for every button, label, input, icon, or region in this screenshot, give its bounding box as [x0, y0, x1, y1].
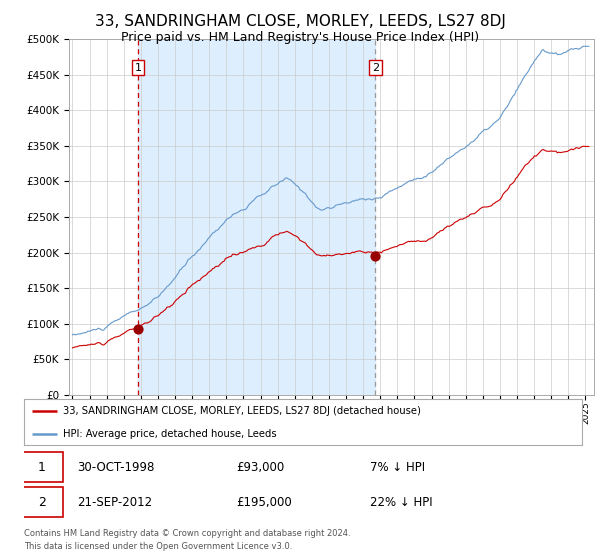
Text: 2: 2	[38, 496, 46, 509]
Text: 22% ↓ HPI: 22% ↓ HPI	[370, 496, 433, 509]
Text: 33, SANDRINGHAM CLOSE, MORLEY, LEEDS, LS27 8DJ: 33, SANDRINGHAM CLOSE, MORLEY, LEEDS, LS…	[95, 14, 505, 29]
Text: 33, SANDRINGHAM CLOSE, MORLEY, LEEDS, LS27 8DJ (detached house): 33, SANDRINGHAM CLOSE, MORLEY, LEEDS, LS…	[63, 406, 421, 416]
Bar	[138, 39, 376, 395]
Text: 1: 1	[38, 460, 46, 474]
Text: 30-OCT-1998: 30-OCT-1998	[77, 460, 154, 474]
FancyBboxPatch shape	[21, 452, 63, 482]
Text: £93,000: £93,000	[236, 460, 284, 474]
Point	[371, 251, 380, 260]
Text: This data is licensed under the Open Government Licence v3.0.: This data is licensed under the Open Gov…	[24, 542, 292, 550]
Text: £195,000: £195,000	[236, 496, 292, 509]
Text: Price paid vs. HM Land Registry's House Price Index (HPI): Price paid vs. HM Land Registry's House …	[121, 31, 479, 44]
Text: Contains HM Land Registry data © Crown copyright and database right 2024.: Contains HM Land Registry data © Crown c…	[24, 529, 350, 538]
FancyBboxPatch shape	[21, 487, 63, 517]
Text: 2: 2	[372, 63, 379, 73]
Text: 21-SEP-2012: 21-SEP-2012	[77, 496, 152, 509]
Text: 7% ↓ HPI: 7% ↓ HPI	[370, 460, 425, 474]
Text: HPI: Average price, detached house, Leeds: HPI: Average price, detached house, Leed…	[63, 429, 277, 438]
Point	[133, 324, 143, 333]
Text: 1: 1	[134, 63, 142, 73]
